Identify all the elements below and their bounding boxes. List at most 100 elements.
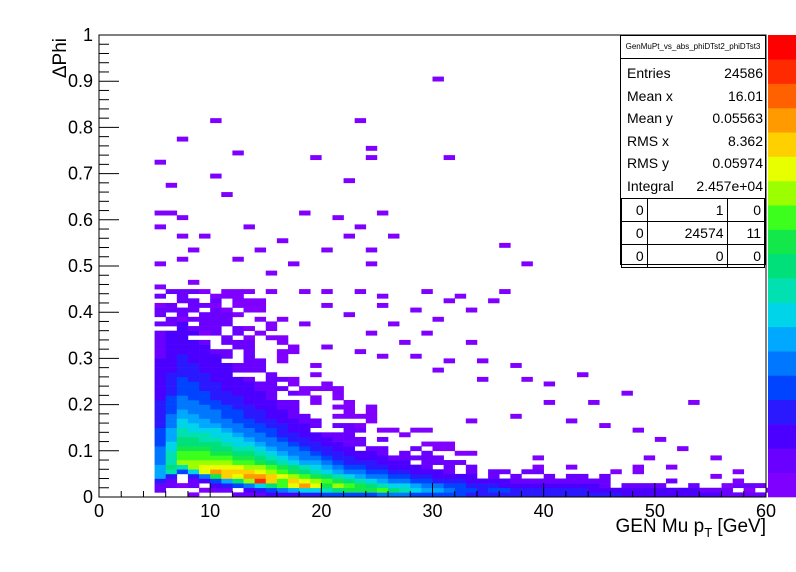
stats-row: RMS y 0.05974: [627, 152, 763, 174]
heatmap-bin: [232, 418, 244, 424]
heatmap-bin: [210, 321, 222, 327]
heatmap-bin: [254, 409, 267, 415]
heatmap-bin: [376, 450, 389, 456]
heatmap-bin: [221, 418, 233, 424]
heatmap-bin: [243, 436, 255, 442]
heatmap-bin: [488, 483, 500, 489]
heatmap-bin: [210, 441, 222, 447]
x-tick-label: 60: [756, 501, 776, 521]
heatmap-bin: [654, 492, 667, 498]
heatmap-bin: [265, 487, 278, 493]
heatmap-bin: [610, 492, 622, 498]
heatmap-bin: [221, 446, 233, 452]
heatmap-bin: [154, 399, 166, 405]
heatmap-bin: [165, 367, 178, 373]
heatmap-bin: [187, 326, 200, 331]
heatmap-bin: [365, 455, 378, 461]
heatmap-bin: [221, 483, 233, 489]
heatmap-bin: [677, 487, 689, 493]
stats-value: 24586: [724, 65, 763, 81]
heatmap-bin: [243, 367, 255, 373]
heatmap-bin: [243, 353, 255, 359]
heatmap-bin: [410, 446, 422, 452]
heatmap-bin: [432, 446, 444, 452]
heatmap-bin: [254, 455, 267, 461]
heatmap-bin: [432, 469, 444, 475]
heatmap-bin: [187, 460, 200, 465]
heatmap-bin: [254, 381, 267, 387]
heatmap-bin: [221, 321, 233, 327]
heatmap-bin: [365, 464, 378, 470]
heatmap-bin: [376, 427, 389, 433]
y-tick-label: 0.3: [68, 348, 93, 368]
heatmap-bin: [221, 339, 233, 345]
y-tick-label: 0.4: [68, 302, 93, 322]
heatmap-bin: [643, 455, 656, 461]
heatmap-bin: [276, 487, 289, 493]
heatmap-bin: [276, 423, 289, 428]
heatmap-bin: [154, 344, 166, 350]
heatmap-bin: [310, 399, 322, 405]
heatmap-bin: [443, 441, 456, 447]
heatmap-bin: [376, 460, 389, 465]
stats-histogram-name: GenMuPt_vs_abs_phiDTst2_phiDTst3: [621, 36, 765, 59]
heatmap-bin: [221, 487, 233, 493]
heatmap-bin: [187, 427, 200, 433]
heatmap-bin: [599, 483, 611, 489]
palette-swatch: [768, 253, 796, 279]
heatmap-bin: [199, 367, 211, 373]
heatmap-bin: [432, 492, 444, 498]
heatmap-bin: [176, 256, 189, 262]
heatmap-bin: [343, 478, 355, 484]
heatmap-bin: [365, 155, 378, 161]
heatmap-bin: [343, 446, 355, 452]
heatmap-bin: [321, 247, 333, 253]
heatmap-bin: [343, 469, 355, 475]
heatmap-bin: [254, 298, 267, 304]
heatmap-bin: [232, 344, 244, 350]
heatmap-bin: [721, 483, 733, 489]
heatmap-bin: [210, 487, 222, 493]
heatmap-bin: [321, 446, 333, 452]
heatmap-bin: [232, 450, 244, 456]
heatmap-bin: [543, 483, 556, 489]
heatmap-bin: [465, 478, 478, 484]
heatmap-bin: [154, 436, 166, 442]
heatmap-bin: [165, 427, 178, 433]
heatmap-bin: [599, 423, 611, 428]
heatmap-bin: [165, 441, 178, 447]
heatmap-bin: [199, 460, 211, 465]
heatmap-bin: [376, 464, 389, 470]
stats-value: 0.05563: [712, 110, 763, 127]
heatmap-bin: [310, 487, 322, 493]
palette-swatch: [768, 205, 796, 230]
heatmap-bin: [232, 395, 244, 401]
heatmap-bin: [510, 413, 522, 419]
heatmap-bin: [354, 492, 367, 498]
heatmap-bin: [588, 492, 600, 498]
heatmap-bin: [287, 376, 300, 382]
heatmap-bin: [199, 441, 211, 447]
heatmap-bin: [221, 469, 233, 475]
heatmap-bin: [343, 404, 355, 410]
heatmap-bin: [521, 469, 533, 475]
heatmap-bin: [187, 316, 200, 322]
heatmap-bin: [421, 487, 433, 493]
heatmap-bin: [310, 460, 322, 465]
heatmap-bin: [388, 427, 400, 433]
heatmap-bin: [199, 399, 211, 405]
heatmap-bin: [243, 473, 255, 479]
heatmap-bin: [221, 372, 233, 378]
heatmap-bin: [365, 247, 378, 253]
heatmap-bin: [465, 487, 478, 493]
heatmap-bin: [521, 376, 533, 382]
heatmap-bin: [599, 487, 611, 493]
palette-swatch: [768, 448, 796, 473]
heatmap-bin: [243, 469, 255, 475]
palette-swatch: [768, 472, 796, 498]
heatmap-bin: [543, 381, 556, 387]
heatmap-bin: [199, 326, 211, 331]
heatmap-bin: [532, 464, 544, 470]
heatmap-bin: [221, 404, 233, 410]
heatmap-bin: [376, 478, 389, 484]
